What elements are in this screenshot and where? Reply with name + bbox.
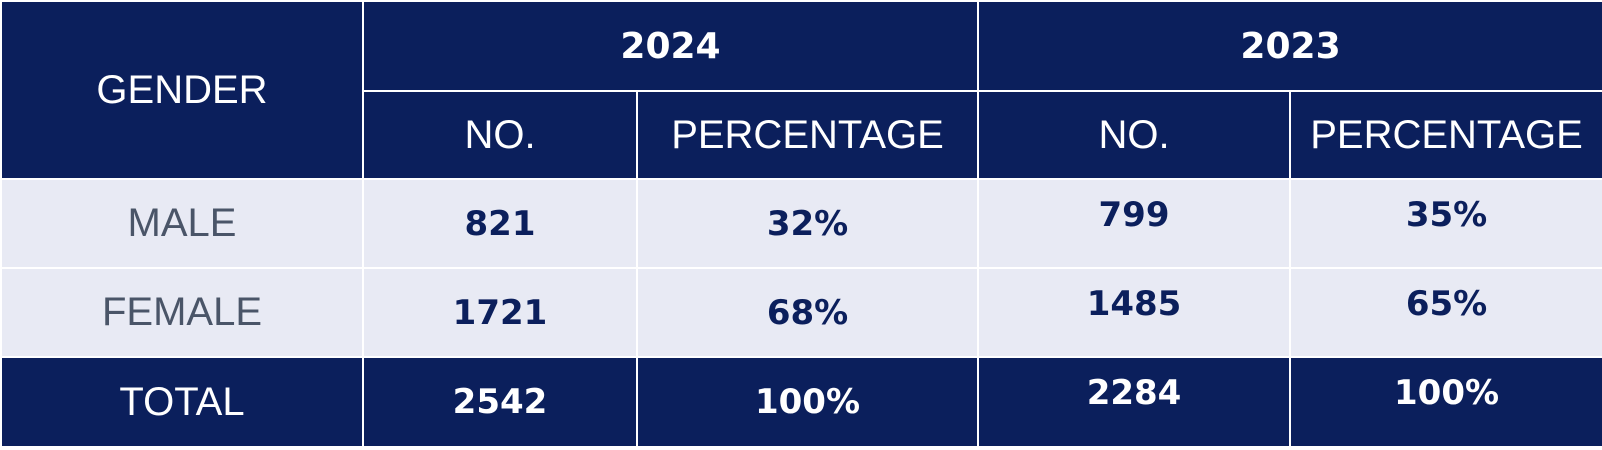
data-cell: 100% [1289,356,1602,448]
column-header: NO. [977,90,1292,180]
data-cell: 35% [1289,178,1602,269]
total-row: TOTAL 2542 100% 2284 100% [0,356,1602,448]
data-cell: 1721 [362,267,638,358]
data-row: FEMALE 1721 68% 1485 65% [0,267,1602,358]
gender-header: GENDER [0,0,364,180]
data-cell: 799 [977,178,1292,269]
year-header: 2023 [977,0,1602,92]
header-row: GENDER 2024 2023 [0,0,1602,180]
subheader-row: NO. PERCENTAGE NO. PERCENTAGE [1,90,1602,180]
data-cell: 32% [635,178,980,269]
data-cell: 68% [635,267,980,358]
data-cell: 821 [362,178,638,269]
column-header: NO. [362,90,638,180]
data-row: MALE 821 32% 799 35% [0,178,1602,269]
data-cell: 2284 [977,356,1292,448]
data-cell: 2542 [362,356,638,448]
year-header: 2024 [361,0,980,92]
data-cell: 1485 [977,267,1292,358]
column-header: PERCENTAGE [1289,90,1602,180]
column-header: PERCENTAGE [635,90,980,180]
data-cell: 100% [635,356,980,448]
row-label: FEMALE [0,267,364,358]
row-label: TOTAL [0,356,364,448]
row-label: MALE [0,178,364,269]
data-cell: 65% [1289,267,1602,358]
